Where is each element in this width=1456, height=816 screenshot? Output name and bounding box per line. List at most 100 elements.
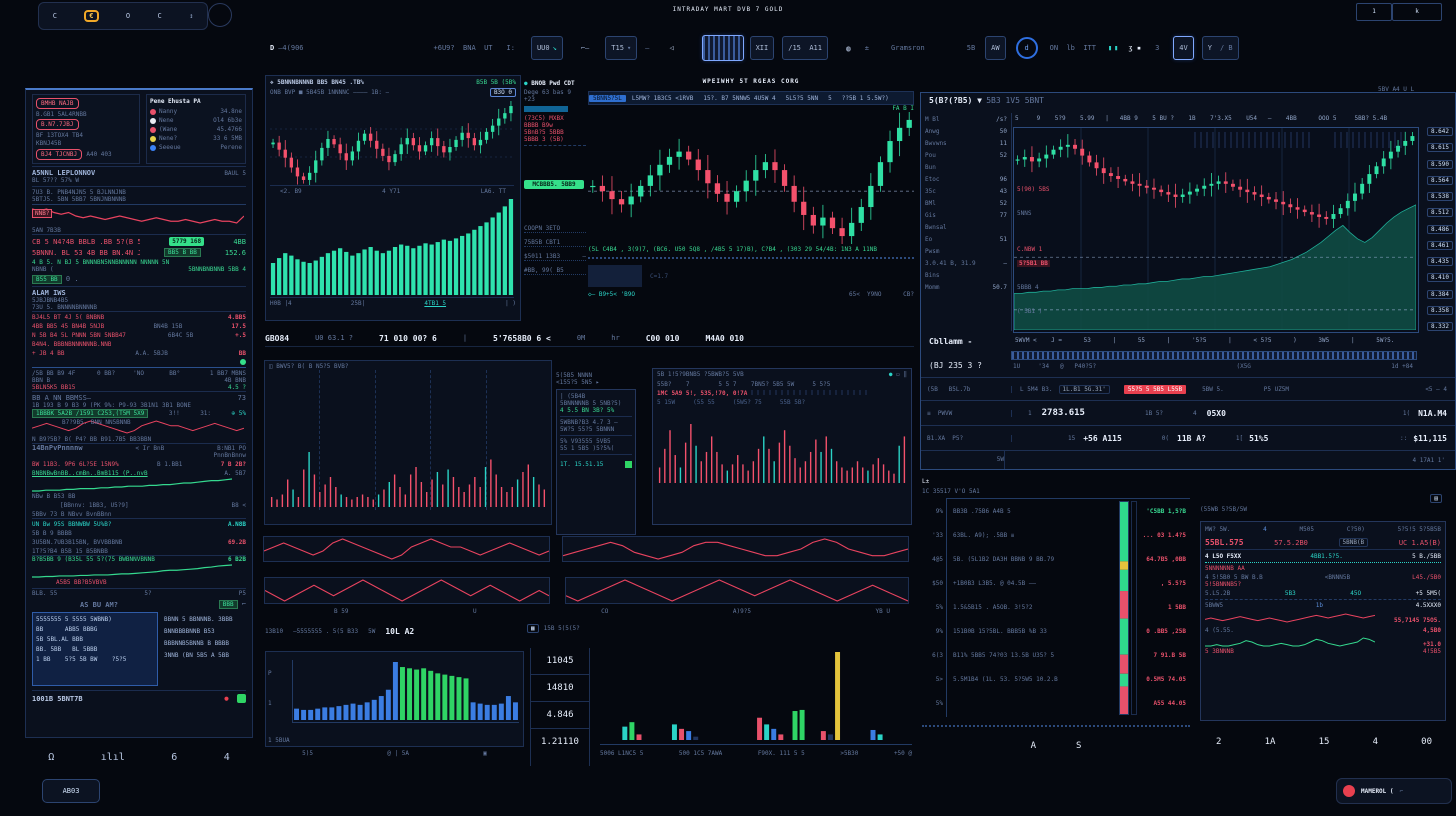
- volume-histogram[interactable]: [292, 660, 519, 723]
- monitor-icon[interactable]: ▤: [1430, 494, 1442, 503]
- right-chart-area[interactable]: 5(90) 5BS 5NNS C.NBW 1 5?5B1 BB 5BBB 4 (…: [1013, 127, 1419, 333]
- watchlist-row[interactable]: M Bl/s?: [925, 113, 1011, 125]
- watchlist-row[interactable]: BMl 52: [925, 197, 1011, 209]
- table-row[interactable]: ≡ PWVW 1 2783.615 1B 5? 4 05X0 1( N1A.M4: [921, 401, 1455, 426]
- layout-group[interactable]: Y / B: [1201, 36, 1239, 60]
- chart-scrollbar[interactable]: [1011, 351, 1417, 360]
- globe-icon[interactable]: ◍: [845, 43, 851, 53]
- scale-icon[interactable]: Ω: [48, 751, 55, 763]
- depth-row[interactable]: 5% A55 44.05: [936, 691, 1190, 715]
- table-row[interactable]: B1.XA P5? 15 +56 A115 0( 11B A? 1[ 51%5 …: [921, 426, 1455, 451]
- alam-row[interactable]: + JB 4 BB A.A. 5BJB BB: [32, 350, 246, 357]
- table-row[interactable]: (5B B5L.7b L 5M4 B3. 1L.B1 5G.31' 55?5 5…: [921, 378, 1455, 401]
- mini-candlestick-chart[interactable]: [270, 101, 514, 186]
- t15-button[interactable]: T15 ▾: [605, 36, 638, 60]
- pair-selector[interactable]: 5(B?(?B5) ▼: [929, 96, 982, 105]
- depth-row[interactable]: 9% BB3B .75B6 A4B 5 'C5BB 1,5?B: [936, 499, 1190, 523]
- sparse-bar-chart[interactable]: [600, 650, 912, 742]
- sort-icon[interactable]: ↕: [189, 12, 194, 20]
- letter[interactable]: 1A: [1264, 737, 1276, 747]
- flow-r2box[interactable]: 5BNB(B: [1338, 538, 1369, 547]
- alam-row[interactable]: 4BB BB5 45 BN4B 5NJB BN4B 15B 17.5: [32, 323, 246, 330]
- tool-icon-3[interactable]: C: [157, 12, 162, 20]
- green-status-icon[interactable]: [237, 694, 246, 703]
- p-r2[interactable]: BNBNBwBnBB..cmBn..BmB115 (P..nvB: [32, 470, 148, 477]
- quote-row-1[interactable]: CB 5 N4?4B BBLB .BB 5?(B 5J?4B 5779 168 …: [32, 237, 246, 246]
- watchlist-row[interactable]: Etoc 96: [925, 173, 1011, 185]
- bottom-chip-green[interactable]: BBB: [218, 600, 238, 609]
- ab03-chip[interactable]: AB03: [42, 779, 100, 803]
- alam-row[interactable]: B4N4. BBBNBNNNNNNB.NNB: [32, 341, 246, 348]
- depth-row[interactable]: '33 63BL. A9); .5BB ≡ ... 03 1.4?5: [932, 523, 1190, 547]
- letter-s[interactable]: S: [1076, 741, 1082, 751]
- spike-chart-right[interactable]: [657, 422, 907, 484]
- depth-row[interactable]: 6(3 B11% 5BB5 74?03 13.5B U35? 5 7 91.B …: [932, 643, 1190, 667]
- letter[interactable]: 2: [1216, 737, 1222, 747]
- letter-a[interactable]: A: [1030, 741, 1036, 751]
- cursor-icon[interactable]: ◁: [669, 44, 674, 52]
- watchlist-row[interactable]: Pou 52: [925, 149, 1011, 161]
- watchlist-row[interactable]: Bun: [925, 161, 1011, 173]
- sparse-icon[interactable]: ▦: [527, 624, 539, 633]
- g-icon[interactable]: 6: [171, 751, 178, 763]
- watchlist-row[interactable]: 3.0.41 B, 31.9 —: [925, 257, 1011, 269]
- depth-row[interactable]: 5% 1.5&5B15 . A5OB. 3!5?2 1 5BB: [936, 595, 1190, 619]
- square-icon[interactable]: ʒ ▪: [1128, 44, 1142, 52]
- volume-bar-chart[interactable]: [270, 197, 514, 298]
- alert-badge-red[interactable]: 55?5 5 5B5 L55B: [1123, 384, 1187, 394]
- watchlist-row[interactable]: Bwnsal: [925, 221, 1011, 233]
- watchlist-row[interactable]: Pwsm: [925, 245, 1011, 257]
- watchlist-row[interactable]: Momm 50.7: [925, 281, 1011, 293]
- tool-icon-1[interactable]: C: [52, 12, 57, 20]
- refresh-icon[interactable]: [208, 3, 232, 27]
- depth-row[interactable]: $50 +1B0B3 L3B5. @ 04.5B —— , 5.5?5: [932, 571, 1190, 595]
- tab[interactable]: 15?. B7 5NNW5 4U5W 4: [703, 94, 776, 102]
- key-icon[interactable]: ⌐–: [580, 44, 590, 52]
- currency-icon[interactable]: €: [84, 10, 99, 22]
- aw-button[interactable]: AW: [985, 36, 1006, 60]
- alert-badge-2[interactable]: B.N7.7JBJ: [36, 119, 79, 130]
- alam-row[interactable]: N 5B B4 5L PNNN 5BN 5NBB47 6B4C 5B +.5: [32, 332, 246, 339]
- depth-row[interactable]: 9% 151B0B 15?5BL. BBB5B %B 33 0 .BB5 ,25…: [936, 619, 1190, 643]
- footer-cell[interactable]: 4TB1 5: [424, 300, 447, 307]
- watchlist-row[interactable]: Bwvwns 11: [925, 137, 1011, 149]
- uuo-button[interactable]: UU0 ↘: [530, 36, 563, 60]
- table-row[interactable]: 5W 4 17A1 1': [921, 451, 1455, 469]
- w2-chip[interactable]: 1BBBK 5A2B /1591 C253,(T5M 5X9: [32, 409, 149, 418]
- red-status-icon[interactable]: ●: [224, 694, 229, 703]
- depth-row[interactable]: 4@5 5B. (5L1B2 DA3H BBNB 9 BB.79 64.7B5 …: [932, 547, 1190, 571]
- pattern-button[interactable]: [701, 35, 744, 61]
- alam-row[interactable]: BJ4L5 BT 4J 5( BNBNB 4.BB5: [32, 314, 246, 321]
- watchlist-row[interactable]: Eo 51: [925, 233, 1011, 245]
- alert-badge-3[interactable]: BJ4 TJCNBJ: [36, 149, 83, 160]
- depth-row[interactable]: 5> 5.5M1B4 (1L. 53. 5?5W5 10.2.B 0.5M5 7…: [936, 667, 1190, 691]
- top-right-box-2[interactable]: k: [1392, 3, 1442, 21]
- letter[interactable]: 15: [1318, 737, 1330, 747]
- quote-row-2[interactable]: 5BNNN. BL 53 4B BB BN.4N JNJB BB5 B BB 1…: [32, 248, 246, 257]
- equalizer-icon[interactable]: ılıl: [100, 751, 125, 763]
- tag-chip[interactable]: B55 BB: [32, 275, 62, 284]
- watchlist-row[interactable]: Gis 77: [925, 209, 1011, 221]
- top-right-box-1[interactable]: 1: [1356, 3, 1392, 21]
- spike-chart-left[interactable]: [269, 450, 547, 508]
- bnob-buy-badge[interactable]: MCBBB5. 5BB9: [524, 180, 584, 189]
- tab[interactable]: ??5B 1 5.5W?): [841, 94, 889, 102]
- grid-icon[interactable]: ▣: [483, 750, 487, 757]
- interval-button[interactable]: /15 A11: [782, 36, 828, 60]
- letter[interactable]: 4: [1372, 737, 1378, 747]
- tab[interactable]: 5L5?5 5NN: [785, 94, 819, 102]
- alert-badge-1[interactable]: BMHB NAJB: [36, 98, 79, 109]
- xii-button[interactable]: XII: [749, 36, 775, 60]
- plus-icon[interactable]: ±: [864, 44, 870, 52]
- tab[interactable]: 5: [828, 94, 832, 102]
- panelA-value-box[interactable]: B3O 0: [489, 88, 516, 97]
- record-pill[interactable]: MAMEROL ( ⌐: [1336, 778, 1452, 804]
- main-candlestick-chart[interactable]: [588, 112, 914, 244]
- watchlist-row[interactable]: 35c 43: [925, 185, 1011, 197]
- letter[interactable]: 00: [1421, 737, 1432, 747]
- fourv-button[interactable]: 4V: [1173, 36, 1194, 60]
- bars-icon[interactable]: ▮▮: [1107, 44, 1121, 52]
- watchlist-row[interactable]: Anwg 50: [925, 125, 1011, 137]
- four-icon[interactable]: 4: [223, 751, 230, 763]
- tab[interactable]: L5MW? 1B3C5 <1RVB: [631, 94, 694, 102]
